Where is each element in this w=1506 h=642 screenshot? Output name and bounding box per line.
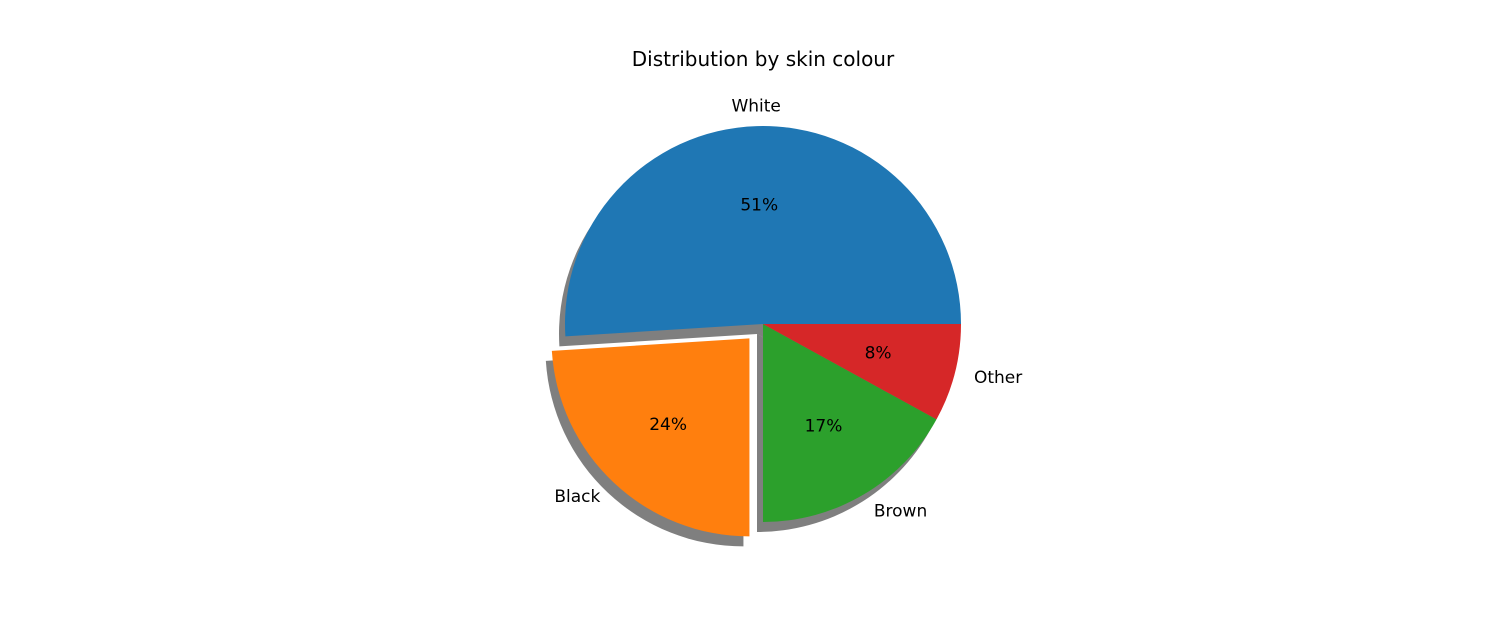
slice-percent-white: 51% xyxy=(740,195,778,215)
pie-slice-other xyxy=(763,324,961,420)
pie-slice-layer xyxy=(551,125,961,537)
slice-label-white: White xyxy=(731,96,780,116)
slice-label-black: Black xyxy=(554,487,600,507)
pie-slice-black xyxy=(551,338,750,537)
pie-slice-white xyxy=(564,125,961,337)
pie-label-layer: White 51% Black 24% Brown 17% Other 8% xyxy=(554,96,1022,521)
chart-title: Distribution by skin colour xyxy=(632,47,895,71)
slice-percent-brown: 17% xyxy=(805,416,843,436)
slice-percent-other: 8% xyxy=(865,344,892,364)
slice-percent-black: 24% xyxy=(649,415,687,435)
slice-label-other: Other xyxy=(974,368,1022,388)
slice-label-brown: Brown xyxy=(874,501,927,521)
pie-slice-brown xyxy=(763,324,937,522)
